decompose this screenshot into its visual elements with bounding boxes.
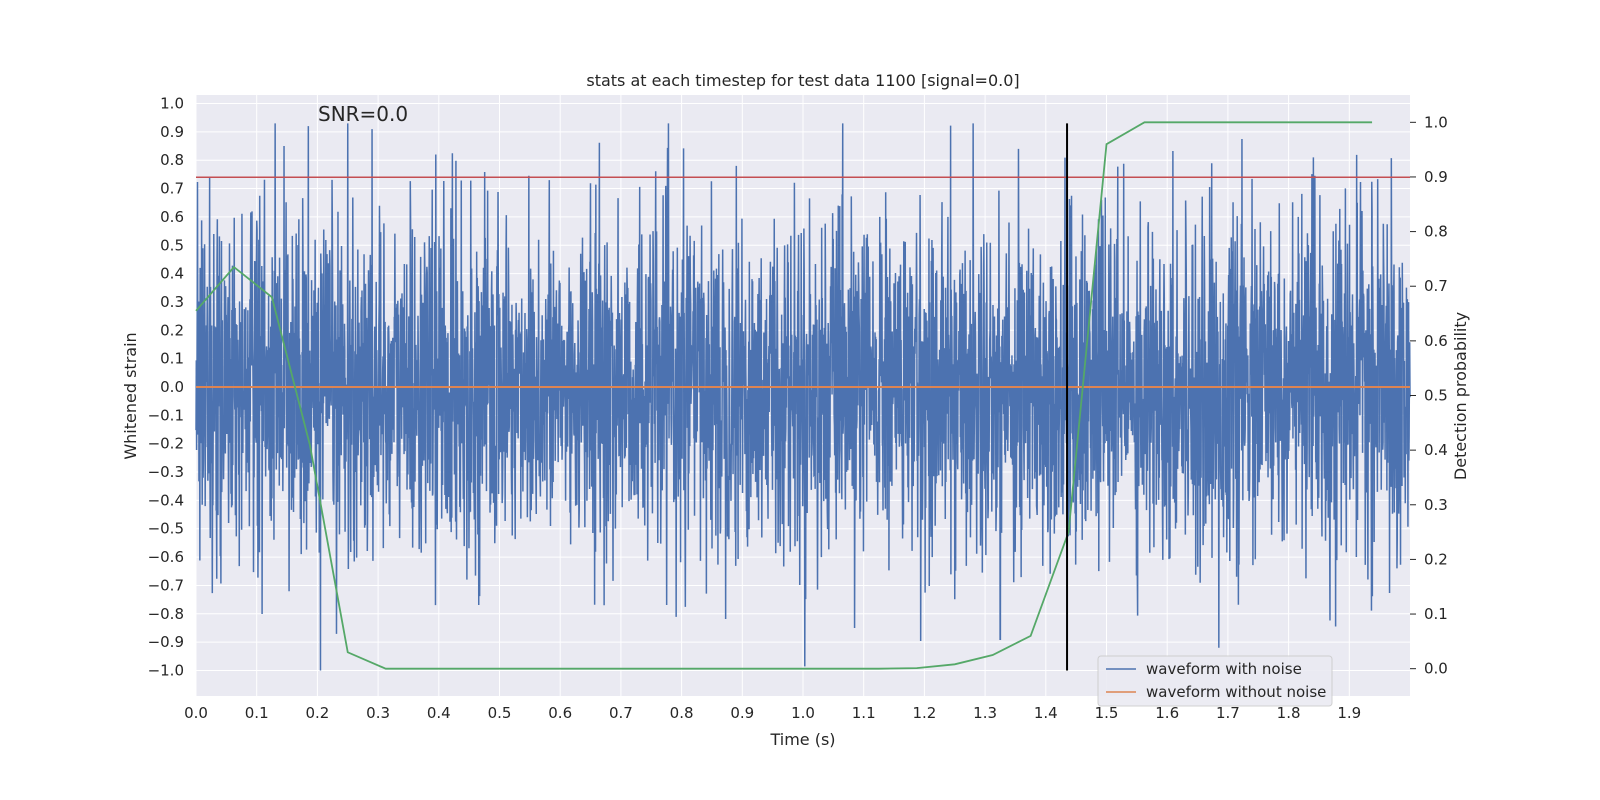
legend: waveform with noise waveform without noi…	[1097, 655, 1333, 707]
y-tick-label: 0.9	[160, 123, 184, 141]
x-tick-label: 1.3	[973, 704, 997, 722]
y2-tick-label: 0.5	[1424, 387, 1448, 405]
y-tick-label: −1.0	[148, 661, 184, 679]
y-tick-label: −0.1	[148, 406, 184, 424]
y2-tick-label: 0.4	[1424, 441, 1448, 459]
y2-tick-label: 0.9	[1424, 168, 1448, 186]
y-tick-label: 0.1	[160, 350, 184, 368]
y-tick-label: 1.0	[160, 95, 184, 113]
y-tick-label: 0.6	[160, 208, 184, 226]
x-tick-label: 0.4	[427, 704, 451, 722]
y-tick-label: 0.3	[160, 293, 184, 311]
y2-axis-label: Detection probability	[1451, 312, 1470, 480]
y-tick-label: 0.8	[160, 151, 184, 169]
y2-tick-label: 0.1	[1424, 605, 1448, 623]
y2-tick-label: 0.6	[1424, 332, 1448, 350]
y-tick-label: 0.2	[160, 321, 184, 339]
legend-box	[1097, 655, 1333, 707]
y2-tick-label: 0.0	[1424, 660, 1448, 678]
y-tick-label: −0.4	[148, 491, 184, 509]
chart-title: stats at each timestep for test data 110…	[586, 71, 1019, 90]
legend-label-clean: waveform without noise	[1146, 683, 1326, 701]
tick-labels: 0.0 0.1 0.2 0.3 0.4 0.5 0.6 0.7 0.8 0.9 1.0 1.1 1.2 1…	[148, 95, 1448, 722]
y-tick-label: −0.6	[148, 548, 184, 566]
x-tick-label: 1.9	[1337, 704, 1361, 722]
x-tick-label: 0.6	[548, 704, 572, 722]
y-tick-label: 0.7	[160, 180, 184, 198]
snr-annotation: SNR=0.0	[318, 102, 408, 126]
x-tick-label: 1.0	[791, 704, 815, 722]
series-waveform-with-noise	[195, 123, 1411, 671]
y-tick-label: −0.2	[148, 435, 184, 453]
legend-label-noise: waveform with noise	[1146, 660, 1302, 678]
x-tick-label: 0.7	[609, 704, 633, 722]
y-tick-label: 0.0	[160, 378, 184, 396]
detection-probability-line	[195, 121, 1373, 670]
y-tick-label: 0.4	[160, 265, 184, 283]
x-tick-label: 1.5	[1095, 704, 1119, 722]
x-tick-label: 0.5	[488, 704, 512, 722]
x-tick-label: 0.3	[366, 704, 390, 722]
y-tick-label: 0.5	[160, 236, 184, 254]
x-tick-label: 0.8	[670, 704, 694, 722]
x-tick-label: 1.1	[852, 704, 876, 722]
y2-tick-label: 1.0	[1424, 113, 1448, 131]
waveform-with-noise-line	[195, 123, 1411, 671]
y-tick-label: −0.3	[148, 463, 184, 481]
x-tick-label: 1.2	[912, 704, 936, 722]
y-tick-label: −0.5	[148, 520, 184, 538]
x-tick-label: 1.4	[1034, 704, 1058, 722]
x-tick-label: 0.1	[245, 704, 269, 722]
x-tick-label: 1.6	[1155, 704, 1179, 722]
y-tick-label: −0.9	[148, 633, 184, 651]
x-axis-label: Time (s)	[769, 730, 835, 749]
series-detection-probability	[195, 121, 1373, 670]
x-tick-label: 0.2	[305, 704, 329, 722]
y2-tick-label: 0.3	[1424, 496, 1448, 514]
y2-tick-label: 0.8	[1424, 223, 1448, 241]
y2-tick-label: 0.2	[1424, 550, 1448, 568]
y-tick-label: −0.7	[148, 576, 184, 594]
y-tick-label: −0.8	[148, 605, 184, 623]
x-tick-label: 1.7	[1216, 704, 1240, 722]
x-tick-label: 0.9	[730, 704, 754, 722]
x-tick-label: 0.0	[184, 704, 208, 722]
y-axis-label: Whitened strain	[121, 332, 140, 459]
x-tick-label: 1.8	[1277, 704, 1301, 722]
y2-tick-label: 0.7	[1424, 277, 1448, 295]
